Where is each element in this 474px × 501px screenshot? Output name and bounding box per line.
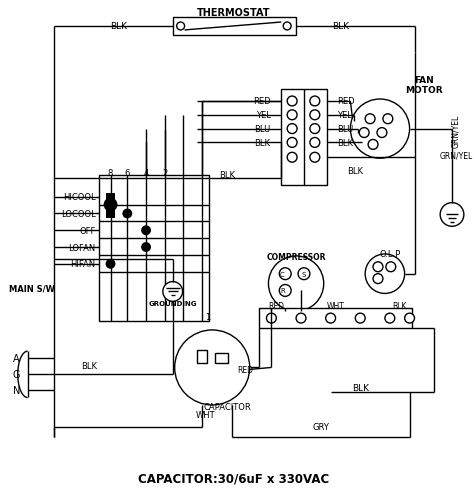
Circle shape [141, 226, 151, 236]
Circle shape [104, 198, 118, 212]
Text: THERMOSTAT: THERMOSTAT [197, 8, 271, 18]
Text: LOCOOL: LOCOOL [61, 209, 96, 218]
Text: YEL: YEL [255, 111, 270, 120]
Circle shape [287, 111, 297, 120]
Circle shape [310, 124, 320, 134]
Text: MAIN S/W: MAIN S/W [9, 285, 55, 294]
Circle shape [141, 242, 151, 253]
Text: HICOOL: HICOOL [63, 193, 96, 202]
Circle shape [350, 100, 410, 159]
Circle shape [279, 268, 291, 280]
Text: S: S [302, 271, 306, 277]
Text: O.L.P: O.L.P [379, 250, 401, 259]
Text: MOTOR: MOTOR [406, 86, 443, 95]
Circle shape [383, 115, 393, 124]
Text: RED: RED [237, 365, 253, 374]
Circle shape [310, 138, 320, 148]
Text: BLK: BLK [352, 383, 369, 392]
Circle shape [106, 260, 116, 269]
Text: CAPACITOR:30/6uF x 330VAC: CAPACITOR:30/6uF x 330VAC [138, 471, 329, 484]
Circle shape [405, 314, 414, 323]
Text: BLK: BLK [337, 139, 354, 148]
Text: 1: 1 [205, 312, 210, 321]
Text: RED: RED [337, 97, 355, 106]
Text: BLK: BLK [347, 166, 363, 175]
Circle shape [368, 140, 378, 150]
Circle shape [163, 282, 182, 302]
Circle shape [365, 255, 405, 294]
Circle shape [268, 257, 324, 312]
Text: 8: 8 [108, 168, 113, 177]
Text: BLK: BLK [392, 301, 407, 310]
Text: GRN/YEL: GRN/YEL [451, 115, 460, 148]
Bar [215, 353, 228, 364]
Text: WHT: WHT [327, 301, 345, 310]
Circle shape [177, 23, 184, 31]
Circle shape [287, 138, 297, 148]
Circle shape [298, 268, 310, 280]
Circle shape [296, 314, 306, 323]
Circle shape [310, 111, 320, 120]
Text: BLK: BLK [81, 361, 97, 370]
Text: BLK: BLK [332, 23, 349, 32]
Bar [197, 350, 207, 364]
Text: YEL: YEL [337, 111, 352, 120]
Bar [281, 90, 327, 185]
Circle shape [385, 314, 395, 323]
Circle shape [175, 330, 250, 405]
Text: GROUNDING: GROUNDING [148, 301, 197, 307]
Text: BLK: BLK [110, 23, 127, 32]
Circle shape [287, 97, 297, 107]
Circle shape [373, 274, 383, 284]
Text: RED: RED [268, 301, 284, 310]
Circle shape [440, 203, 464, 227]
Bar [99, 176, 209, 322]
Circle shape [266, 314, 276, 323]
Text: GRY: GRY [312, 422, 329, 431]
Circle shape [310, 153, 320, 163]
Text: RED: RED [253, 97, 270, 106]
Circle shape [287, 124, 297, 134]
Text: BLU: BLU [254, 125, 270, 134]
Text: BLK: BLK [255, 139, 270, 148]
Text: BLU: BLU [337, 125, 354, 134]
Text: OFF: OFF [79, 226, 96, 235]
Circle shape [359, 128, 369, 138]
Circle shape [377, 128, 387, 138]
Circle shape [365, 115, 375, 124]
Text: FAN: FAN [414, 76, 434, 85]
Circle shape [373, 263, 383, 272]
Text: BLK: BLK [219, 171, 235, 180]
Circle shape [283, 23, 291, 31]
Circle shape [122, 209, 132, 219]
Circle shape [326, 314, 336, 323]
Circle shape [310, 97, 320, 107]
Text: 4: 4 [144, 168, 149, 177]
Bar [173, 18, 296, 36]
Text: CAPACITOR: CAPACITOR [203, 403, 251, 412]
Text: C: C [280, 271, 284, 277]
Bar [259, 309, 411, 328]
Text: LOFAN: LOFAN [68, 243, 96, 252]
Text: R: R [280, 288, 284, 294]
Text: COMPRESSOR: COMPRESSOR [266, 253, 326, 262]
Text: A: A [13, 353, 19, 363]
Text: G: G [13, 370, 20, 380]
Text: WHT: WHT [195, 410, 215, 419]
Circle shape [287, 153, 297, 163]
Text: GRN/YEL: GRN/YEL [439, 151, 473, 160]
Circle shape [279, 285, 291, 297]
Text: 6: 6 [125, 168, 130, 177]
Circle shape [356, 314, 365, 323]
Bar [106, 193, 116, 219]
Circle shape [386, 263, 396, 272]
Text: N: N [13, 385, 20, 395]
Text: 2: 2 [162, 168, 167, 177]
Text: HIFAN: HIFAN [71, 260, 96, 269]
